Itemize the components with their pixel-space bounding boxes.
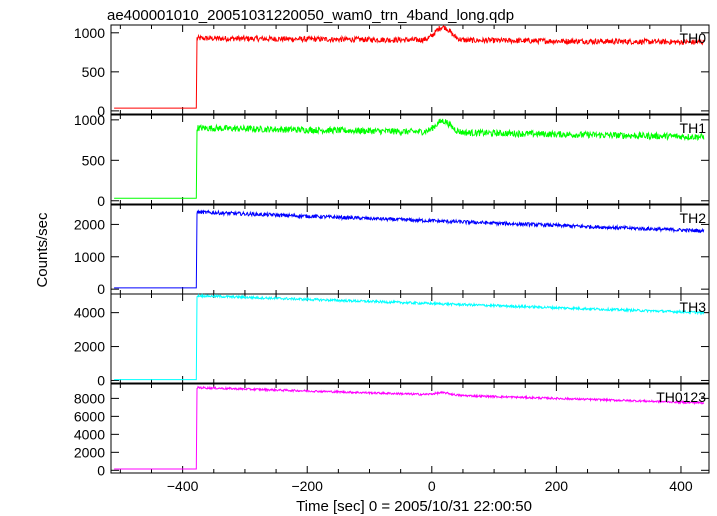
y-tick-label-TH3: 2000 [74,339,105,355]
x-tick-label: −200 [291,478,323,494]
y-tick-label-TH1: 0 [97,193,105,209]
x-tick-label: 0 [428,478,436,494]
series-label-TH1: TH1 [680,120,707,136]
y-tick-label-TH0123: 2000 [74,444,105,460]
y-tick-label-TH0123: 0 [97,462,105,478]
chart-title: ae400001010_20051031220050_wam0_trn_4ban… [107,7,514,24]
series-label-TH2: TH2 [680,210,707,226]
y-tick-label-TH0: 1000 [74,25,105,41]
series-line-TH3 [114,293,705,381]
y-tick-label-TH3: 4000 [74,305,105,321]
series-line-TH2 [114,209,705,289]
panel-frame-TH0 [110,24,710,115]
y-tick-label-TH1: 1000 [74,112,105,128]
series-label-TH0: TH0 [680,30,707,46]
x-tick-label: 200 [545,478,569,494]
y-tick-label-TH0123: 4000 [74,426,105,442]
y-tick-label-TH0123: 8000 [74,390,105,406]
y-tick-label-TH0: 500 [82,64,106,80]
x-tick-label: −400 [167,478,199,494]
series-line-TH1 [114,118,705,199]
panel-frame-TH1 [110,114,710,205]
series-line-TH0 [114,25,705,109]
series-label-TH3: TH3 [680,299,707,315]
series-label-TH0123: TH0123 [656,389,706,405]
y-tick-label-TH0123: 6000 [74,408,105,424]
panel-frame-TH0123 [110,383,710,474]
y-tick-label-TH2: 1000 [74,249,105,265]
y-tick-label-TH2: 0 [97,281,105,297]
panel-frame-TH3 [110,293,710,384]
y-tick-label-TH2: 2000 [74,216,105,232]
y-tick-label-TH1: 500 [82,152,106,168]
y-axis-label: Counts/sec [34,212,51,288]
series-line-TH0123 [114,385,705,470]
y-tick-label-TH3: 0 [97,372,105,388]
x-axis-label: Time [sec] 0 = 2005/10/31 22:00:50 [296,498,532,515]
y-tick-label-TH0: 0 [97,103,105,119]
x-tick-label: 400 [669,478,693,494]
